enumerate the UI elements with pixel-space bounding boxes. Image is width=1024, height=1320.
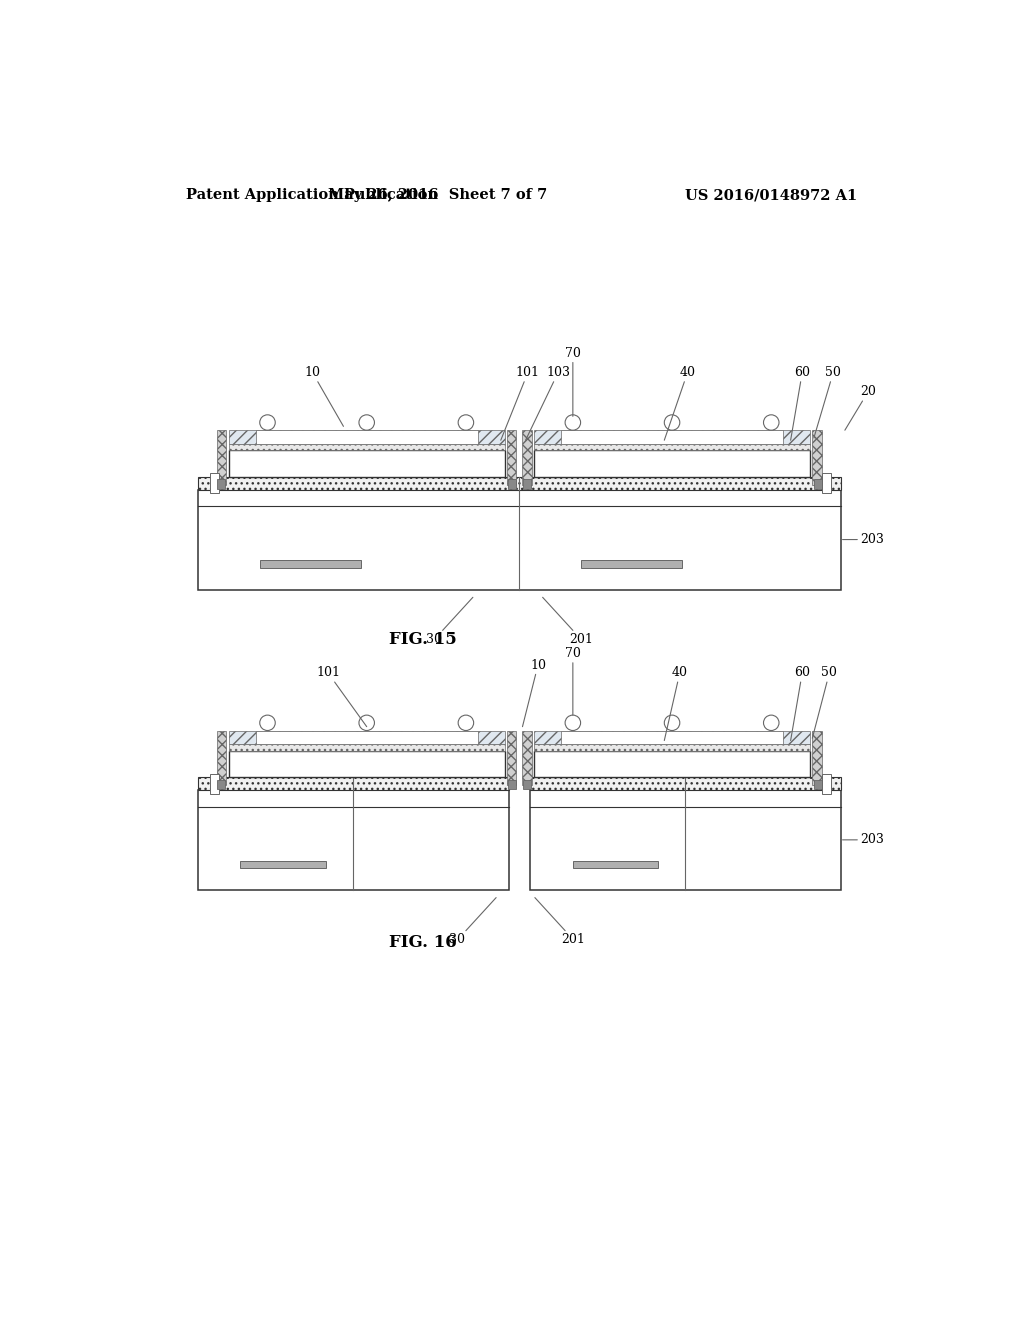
Bar — [198, 490, 841, 590]
Text: 20: 20 — [845, 385, 877, 430]
Bar — [535, 751, 810, 777]
Circle shape — [764, 715, 779, 730]
Circle shape — [458, 715, 474, 730]
Circle shape — [665, 414, 680, 430]
Bar — [228, 444, 505, 450]
Bar — [812, 730, 821, 785]
Bar — [210, 474, 219, 494]
Text: 201: 201 — [543, 598, 593, 647]
Text: 10: 10 — [522, 659, 546, 726]
Bar — [572, 861, 658, 869]
Bar — [198, 477, 841, 490]
Circle shape — [565, 414, 581, 430]
Bar — [814, 479, 821, 488]
Bar — [561, 430, 783, 444]
Text: 40: 40 — [665, 366, 695, 441]
Bar — [508, 479, 515, 488]
Text: 40: 40 — [665, 667, 688, 741]
Text: 103: 103 — [525, 366, 570, 441]
Text: FIG. 15: FIG. 15 — [389, 631, 457, 648]
Text: 70: 70 — [565, 347, 581, 416]
Text: 101: 101 — [501, 366, 540, 441]
Bar — [210, 774, 219, 793]
Circle shape — [260, 414, 275, 430]
Bar — [535, 444, 810, 450]
Bar — [821, 474, 830, 494]
Text: 101: 101 — [316, 667, 367, 726]
Bar — [535, 730, 810, 744]
Bar — [228, 730, 505, 744]
Bar — [256, 730, 477, 744]
Bar — [507, 430, 516, 484]
Bar — [256, 430, 477, 444]
Text: 60: 60 — [791, 667, 810, 741]
Bar — [535, 744, 810, 751]
Text: 30: 30 — [450, 898, 496, 946]
Bar — [217, 780, 225, 789]
Bar — [535, 450, 810, 478]
Text: US 2016/0148972 A1: US 2016/0148972 A1 — [685, 189, 857, 202]
Bar — [228, 430, 505, 444]
Circle shape — [458, 414, 474, 430]
Bar — [217, 479, 225, 488]
Circle shape — [260, 715, 275, 730]
Bar — [260, 561, 360, 568]
Text: 201: 201 — [535, 898, 586, 946]
Text: 10: 10 — [304, 366, 343, 426]
Text: Patent Application Publication: Patent Application Publication — [186, 189, 438, 202]
Bar — [523, 780, 531, 789]
Bar — [241, 861, 326, 869]
Bar — [582, 561, 682, 568]
Bar — [821, 774, 830, 793]
Circle shape — [565, 715, 581, 730]
Bar — [507, 730, 516, 785]
Text: 203: 203 — [843, 533, 884, 546]
Bar — [198, 777, 509, 789]
Bar — [812, 430, 821, 484]
Text: FIG. 16: FIG. 16 — [389, 933, 457, 950]
Bar — [217, 730, 226, 785]
Bar — [198, 789, 509, 890]
Bar — [522, 430, 531, 484]
Bar — [535, 430, 810, 444]
Bar — [228, 751, 505, 777]
Circle shape — [359, 414, 375, 430]
Text: May 26, 2016  Sheet 7 of 7: May 26, 2016 Sheet 7 of 7 — [329, 189, 548, 202]
Circle shape — [764, 414, 779, 430]
Bar — [228, 450, 505, 478]
Text: 50: 50 — [814, 366, 841, 438]
Bar — [561, 730, 783, 744]
Circle shape — [665, 715, 680, 730]
Text: 30: 30 — [426, 598, 473, 647]
Bar — [814, 780, 821, 789]
Bar — [217, 430, 226, 484]
Text: 60: 60 — [791, 366, 810, 441]
Bar — [228, 744, 505, 751]
Text: 203: 203 — [843, 833, 884, 846]
Text: 70: 70 — [565, 647, 581, 715]
Circle shape — [359, 715, 375, 730]
Bar — [522, 730, 531, 785]
Bar — [530, 777, 841, 789]
Bar — [523, 479, 531, 488]
Text: 50: 50 — [812, 667, 838, 738]
Bar — [508, 780, 515, 789]
Bar — [530, 789, 841, 890]
